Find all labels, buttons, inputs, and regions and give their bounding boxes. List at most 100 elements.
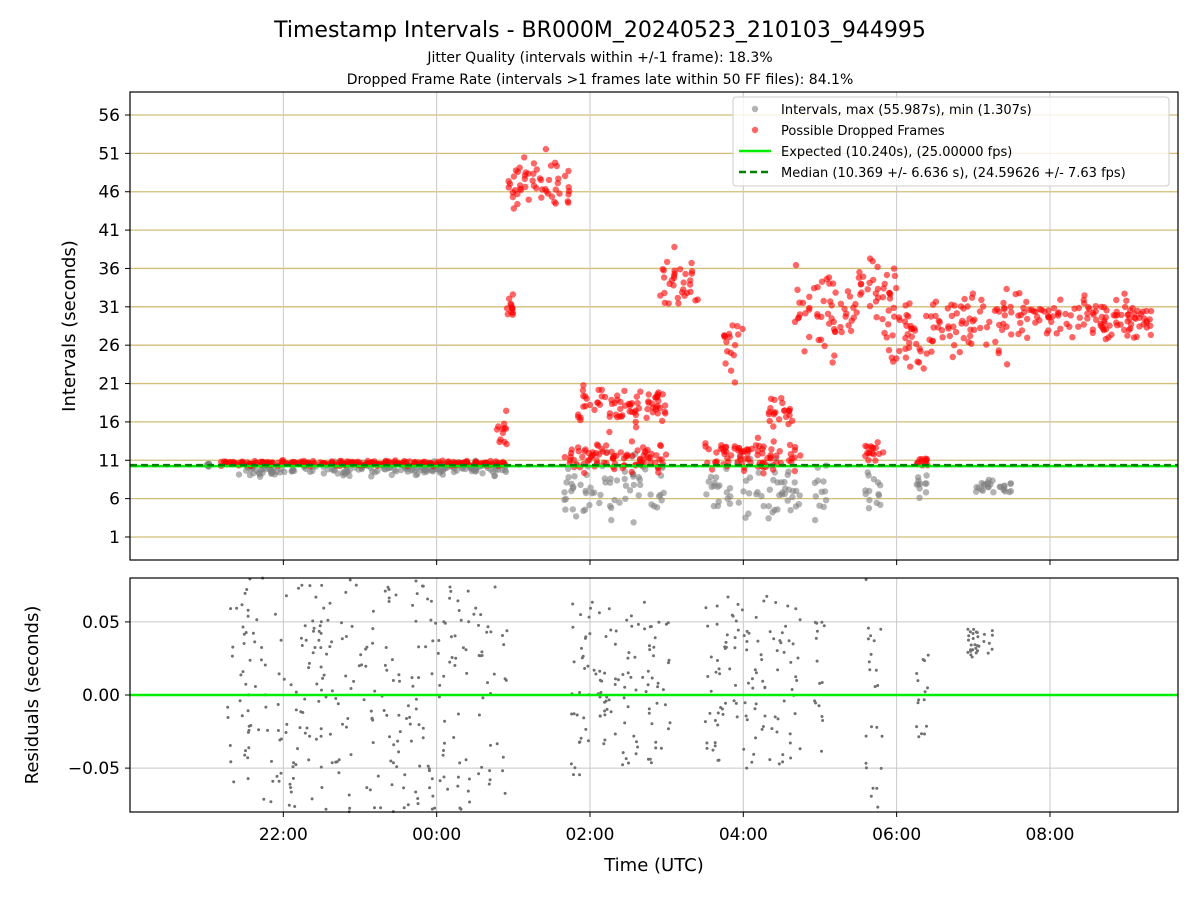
dropped-frame-point: [1017, 311, 1024, 319]
dropped-frame-point: [543, 188, 550, 195]
dropped-frame-point: [654, 410, 661, 417]
residual-point: [654, 746, 658, 750]
residual-point: [613, 732, 617, 736]
interval-point: [792, 503, 800, 510]
residual-point: [609, 710, 613, 714]
residual-point: [864, 761, 868, 765]
residual-point: [572, 712, 576, 716]
residual-point: [270, 759, 273, 763]
residual-point: [822, 624, 826, 628]
residual-point: [437, 639, 441, 642]
residual-point: [650, 722, 654, 726]
bottom-y-ticks: −0.05 0.00 0.05: [68, 613, 130, 779]
dropped-frame-point: [610, 454, 617, 462]
residual-point: [350, 624, 354, 628]
dropped-frame-point: [855, 274, 863, 281]
residual-point: [761, 679, 765, 683]
residual-point: [594, 672, 598, 676]
residual-point: [246, 614, 250, 618]
residual-point: [247, 746, 251, 750]
residual-point: [760, 727, 764, 731]
residual-point: [472, 612, 476, 616]
residual-point: [226, 705, 230, 709]
residual-point: [275, 774, 279, 778]
residual-point: [880, 734, 884, 738]
residual-point: [763, 714, 767, 718]
dropped-frame-point: [1114, 311, 1121, 319]
residual-point: [716, 758, 720, 762]
residual-point: [633, 655, 637, 659]
dropped-frame-point: [770, 409, 778, 416]
dropped-frame-point: [1147, 307, 1155, 315]
residual-point: [441, 753, 445, 757]
residual-point: [782, 699, 786, 703]
residual-point: [879, 627, 883, 631]
residual-point: [429, 599, 433, 603]
residual-point: [417, 723, 421, 727]
dropped-frame-point: [806, 293, 813, 300]
interval-point: [984, 479, 991, 486]
residual-point: [417, 645, 421, 649]
interval-point: [582, 489, 590, 497]
residual-point: [580, 656, 584, 660]
residual-point: [868, 668, 872, 672]
dropped-frame-point: [661, 299, 668, 306]
residual-point: [480, 765, 484, 769]
dropped-frame-point: [829, 280, 837, 287]
dropped-frame-point: [1121, 326, 1128, 334]
residual-point: [320, 688, 323, 692]
dropped-frame-point: [791, 443, 799, 451]
interval-point: [374, 467, 381, 475]
interval-point: [916, 494, 923, 501]
interval-point: [635, 492, 642, 499]
residual-point: [382, 709, 386, 712]
residual-point: [260, 646, 264, 649]
dropped-frame-point: [788, 458, 795, 466]
residual-point: [661, 688, 665, 692]
residual-point: [990, 633, 994, 637]
bottom-y-tick-label: −0.05: [68, 759, 120, 779]
interval-point: [726, 500, 734, 507]
dropped-frame-point: [553, 162, 560, 170]
residual-point: [390, 658, 394, 662]
residual-point: [414, 697, 418, 701]
dropped-frame-point: [794, 286, 801, 293]
dropped-frame-point: [297, 458, 305, 465]
interval-point: [703, 491, 710, 498]
interval-point: [765, 515, 772, 522]
dropped-frame-point: [1045, 314, 1052, 321]
dropped-frame-point: [688, 259, 695, 267]
residual-point: [340, 621, 343, 625]
interval-point: [814, 477, 821, 484]
residual-point: [733, 646, 737, 650]
interval-point: [791, 479, 798, 486]
dropped-frame-point: [820, 297, 827, 305]
residual-point: [438, 683, 442, 687]
residual-point: [752, 752, 756, 756]
interval-point: [796, 492, 803, 499]
interval-point: [569, 506, 576, 513]
residual-point: [337, 771, 341, 775]
residual-point: [308, 734, 312, 738]
dropped-frame-point: [980, 303, 987, 310]
residual-point: [923, 732, 926, 736]
residual-point: [788, 741, 792, 745]
dropped-frame-point: [1067, 312, 1074, 319]
residual-point: [716, 659, 719, 662]
residual-point: [235, 606, 239, 610]
dropped-frame-point: [802, 310, 809, 317]
dropped-frame-point: [533, 166, 540, 173]
legend-box: [732, 96, 1170, 187]
interval-point: [784, 497, 791, 504]
residual-point: [704, 606, 708, 610]
residual-point: [345, 725, 348, 729]
dropped-frame-point: [1086, 305, 1093, 312]
residual-point: [625, 618, 629, 622]
residual-point: [713, 741, 717, 745]
dropped-frame-point: [967, 332, 974, 340]
residual-point: [754, 702, 758, 706]
residual-point: [371, 627, 375, 631]
residual-point: [643, 627, 647, 631]
residual-point: [578, 691, 582, 694]
dropped-frame-point: [953, 310, 960, 317]
